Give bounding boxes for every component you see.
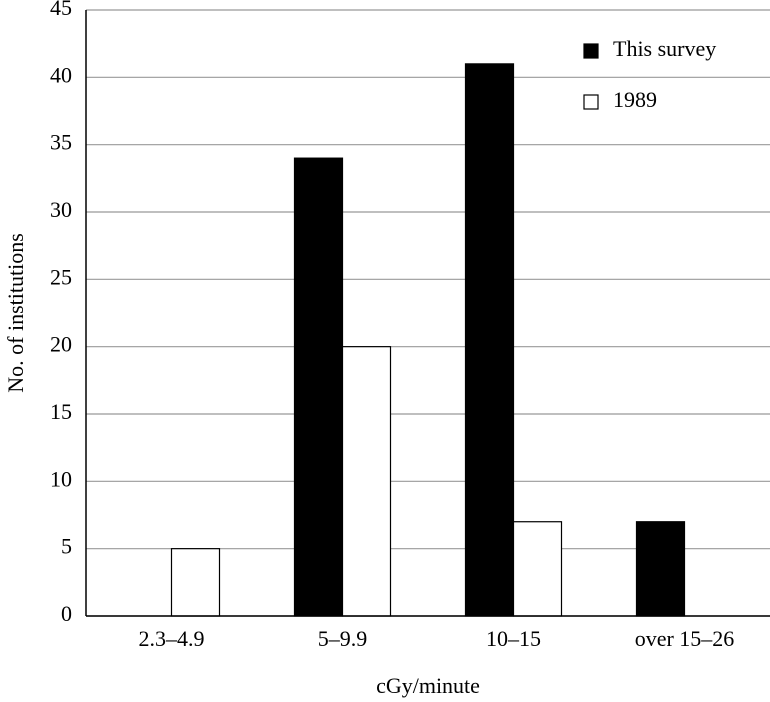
x-tick-label: 5–9.9	[318, 626, 368, 651]
legend-swatch	[583, 94, 599, 110]
x-axis-label: cGy/minute	[376, 673, 480, 698]
y-tick-label: 0	[61, 601, 72, 626]
bar	[464, 63, 515, 617]
bar	[341, 346, 392, 617]
legend-label: This survey	[613, 36, 716, 61]
y-tick-label: 20	[50, 332, 72, 357]
x-tick-label: over 15–26	[635, 626, 735, 651]
legend-label: 1989	[613, 87, 657, 112]
bar	[170, 548, 221, 617]
y-tick-label: 30	[50, 197, 72, 222]
y-tick-label: 40	[50, 62, 72, 87]
y-tick-label: 10	[50, 466, 72, 491]
y-tick-label: 5	[61, 534, 72, 559]
bar	[512, 521, 563, 617]
legend-swatch	[583, 43, 599, 59]
y-tick-label: 15	[50, 399, 72, 424]
x-tick-label: 2.3–4.9	[139, 626, 205, 651]
bar	[293, 157, 344, 617]
y-tick-label: 45	[50, 0, 72, 20]
bar	[635, 521, 686, 617]
y-tick-label: 35	[50, 130, 72, 155]
y-tick-label: 25	[50, 264, 72, 289]
x-tick-label: 10–15	[486, 626, 541, 651]
y-axis-label: No. of institutions	[3, 233, 28, 393]
